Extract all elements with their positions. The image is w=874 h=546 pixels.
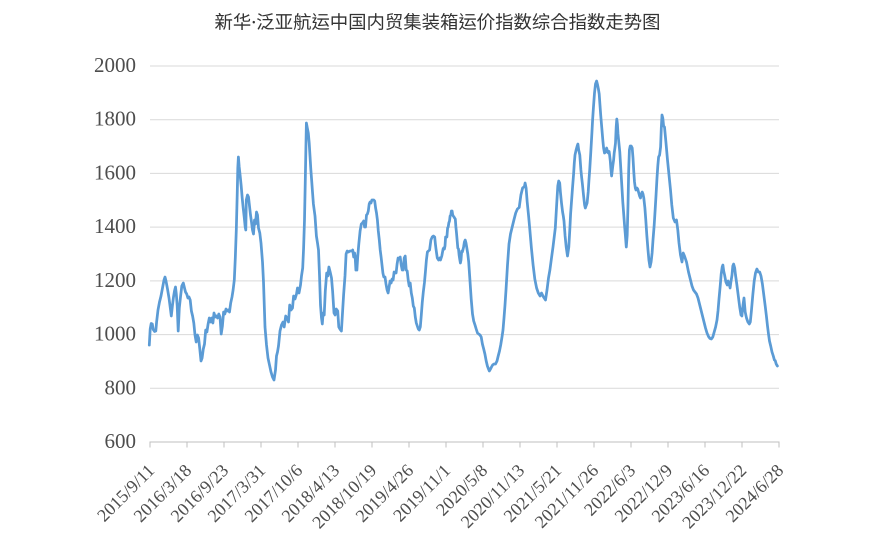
svg-text:1400: 1400 xyxy=(94,214,136,238)
svg-text:1600: 1600 xyxy=(94,160,136,184)
svg-text:1000: 1000 xyxy=(94,322,136,346)
svg-text:600: 600 xyxy=(105,429,137,453)
svg-text:800: 800 xyxy=(105,375,137,399)
svg-text:1800: 1800 xyxy=(94,107,136,131)
svg-text:2000: 2000 xyxy=(94,53,136,77)
svg-text:1200: 1200 xyxy=(94,268,136,292)
